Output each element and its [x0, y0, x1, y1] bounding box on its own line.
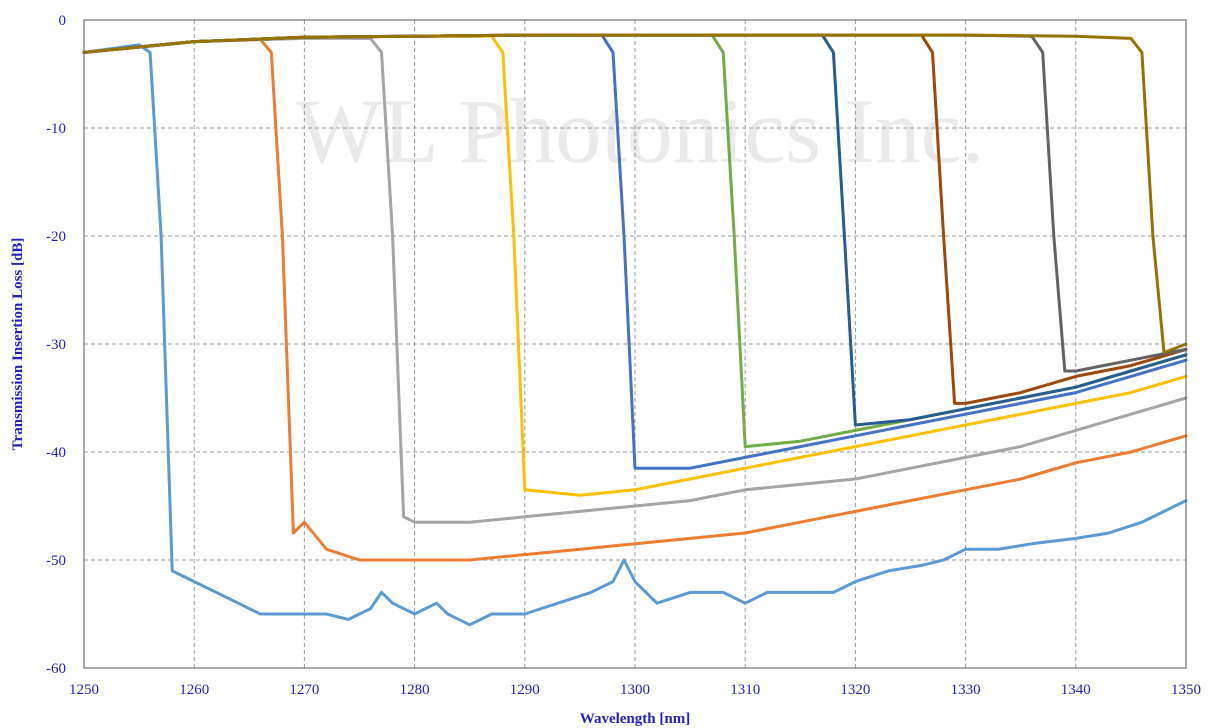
- x-tick-label: 1250: [69, 682, 99, 698]
- watermark-text: WL Photonics Inc.: [295, 80, 984, 182]
- x-tick-label: 1330: [951, 682, 981, 698]
- plot-frame: [83, 19, 1187, 669]
- y-tick-label: -50: [46, 553, 66, 569]
- tick-labels: 1250 1260 1270 1280 1290 1300 1310 1320 1330 1340…: [46, 13, 1201, 698]
- x-tick-label: 1320: [840, 682, 870, 698]
- x-tick-label: 1340: [1061, 682, 1091, 698]
- x-tick-label: 1310: [730, 682, 760, 698]
- series-line-10: [82, 33, 1188, 355]
- y-tick-label: -10: [46, 121, 66, 137]
- y-tick-label: -40: [46, 445, 66, 461]
- x-tick-label: 1290: [510, 682, 540, 698]
- grid: [84, 20, 1186, 668]
- series-line-1: [82, 43, 1188, 627]
- y-tick-label: 0: [59, 13, 67, 29]
- x-tick-label: 1270: [289, 682, 319, 698]
- series-line-2: [82, 37, 1188, 562]
- x-tick-label: 1350: [1171, 682, 1201, 698]
- y-tick-label: -30: [46, 337, 66, 353]
- y-tick-label: -20: [46, 229, 66, 245]
- x-tick-label: 1300: [620, 682, 650, 698]
- series-line-3: [82, 36, 1188, 524]
- x-axis-title: Wavelength [nm]: [580, 711, 690, 727]
- series-layer: [82, 33, 1188, 627]
- x-tick-label: 1280: [400, 682, 430, 698]
- y-tick-label: -60: [46, 661, 66, 677]
- y-axis-title: Transmission Insertion Loss [dB]: [10, 238, 26, 451]
- x-tick-label: 1260: [179, 682, 209, 698]
